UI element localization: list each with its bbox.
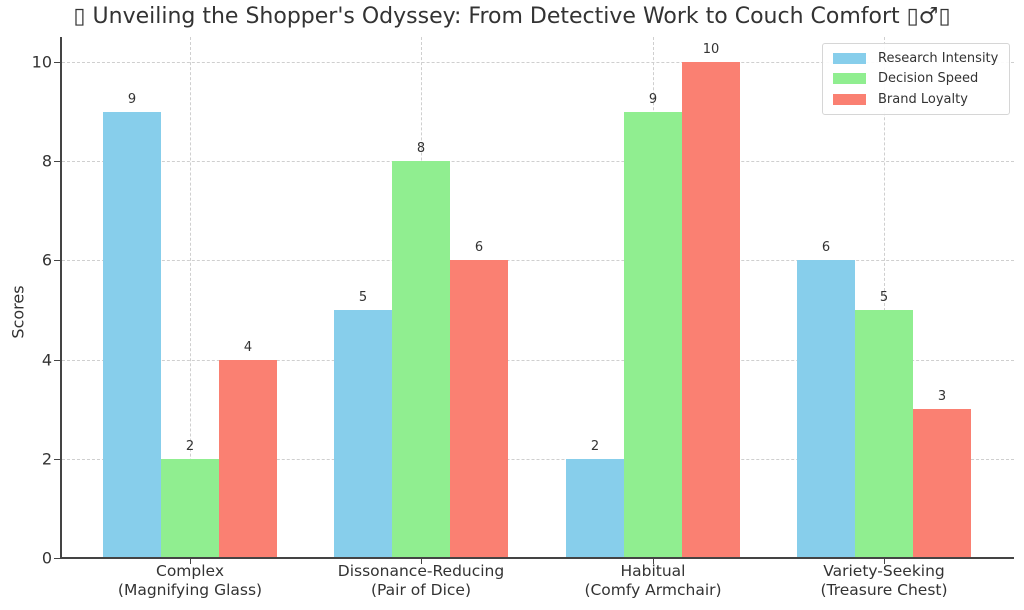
bar-decision-speed xyxy=(855,310,913,558)
bar-value-label: 5 xyxy=(358,290,368,305)
x-category-label: Variety-Seeking (Treasure Chest) xyxy=(764,562,1004,600)
bar-value-label: 10 xyxy=(702,42,720,57)
bar-brand-loyalty xyxy=(219,359,277,558)
bar-decision-speed xyxy=(624,111,682,558)
bar-value-label: 5 xyxy=(879,290,889,305)
bar-research-intensity xyxy=(334,310,392,558)
bar-research-intensity xyxy=(797,260,855,558)
y-tick-mark xyxy=(54,360,60,361)
x-tick-mark xyxy=(190,559,191,564)
y-tick-label: 10 xyxy=(31,52,52,72)
legend-label: Research Intensity xyxy=(878,50,999,66)
legend-label: Brand Loyalty xyxy=(878,91,968,107)
bar-research-intensity xyxy=(103,111,161,558)
category-subtitle: (Magnifying Glass) xyxy=(117,581,263,599)
category-name: Habitual xyxy=(620,562,686,580)
x-axis-line xyxy=(60,557,1014,559)
bar-brand-loyalty xyxy=(682,62,740,558)
category-name: Dissonance-Reducing xyxy=(337,562,505,580)
x-category-label: Complex (Magnifying Glass) xyxy=(70,562,310,600)
bar-value-label: 6 xyxy=(821,240,831,256)
bar-brand-loyalty xyxy=(450,260,508,558)
category-subtitle: (Treasure Chest) xyxy=(820,581,948,599)
h-gridline xyxy=(62,459,1014,460)
bar-value-label: 6 xyxy=(474,240,484,256)
category-name: Complex xyxy=(156,562,224,580)
bar-value-label: 8 xyxy=(416,141,426,157)
x-tick-mark xyxy=(421,559,422,564)
y-axis-title: Scores xyxy=(8,285,28,339)
x-category-label: Dissonance-Reducing (Pair of Dice) xyxy=(301,562,541,600)
legend-swatch-brand-loyalty xyxy=(833,93,866,105)
y-tick-label: 8 xyxy=(41,151,52,171)
y-tick-mark xyxy=(54,558,60,559)
category-subtitle: (Comfy Armchair) xyxy=(584,581,722,599)
bar-value-label: 2 xyxy=(590,438,600,454)
x-category-label: Habitual (Comfy Armchair) xyxy=(533,562,773,600)
v-gridline xyxy=(884,37,885,557)
chart-title: ▯ Unveiling the Shopper's Odyssey: From … xyxy=(73,4,951,29)
bar-value-label: 3 xyxy=(937,389,947,405)
v-gridline xyxy=(190,37,191,557)
category-subtitle: (Pair of Dice) xyxy=(370,581,472,599)
h-gridline xyxy=(62,62,1014,63)
y-tick-mark xyxy=(54,459,60,460)
y-tick-mark xyxy=(54,161,60,162)
bar-value-label: 9 xyxy=(127,91,137,107)
bar-decision-speed xyxy=(392,161,450,558)
bar-brand-loyalty xyxy=(913,409,971,558)
legend-item-brand-loyalty: Brand Loyalty xyxy=(833,89,968,109)
y-tick-mark xyxy=(54,62,60,63)
legend-item-decision-speed: Decision Speed xyxy=(833,68,978,88)
x-tick-mark xyxy=(884,559,885,564)
legend: Research Intensity Decision Speed Brand … xyxy=(822,43,1010,115)
bar-value-label: 4 xyxy=(243,339,253,355)
h-gridline xyxy=(62,161,1014,162)
legend-swatch-research-intensity xyxy=(833,52,866,64)
x-tick-mark xyxy=(653,559,654,564)
bar-decision-speed xyxy=(161,458,219,558)
y-tick-mark xyxy=(54,260,60,261)
legend-swatch-decision-speed xyxy=(833,72,866,84)
y-tick-label: 4 xyxy=(41,350,52,370)
h-gridline xyxy=(62,360,1014,361)
y-axis-line xyxy=(60,37,62,559)
legend-item-research-intensity: Research Intensity xyxy=(833,48,998,68)
y-tick-label: 2 xyxy=(41,449,52,469)
legend-label: Decision Speed xyxy=(878,70,979,86)
bar-value-label: 2 xyxy=(185,438,195,454)
h-gridline xyxy=(62,260,1014,261)
y-tick-label: 6 xyxy=(41,250,52,270)
bar-value-label: 9 xyxy=(648,91,658,107)
category-name: Variety-Seeking xyxy=(823,562,945,580)
y-tick-label: 0 xyxy=(41,548,52,568)
bar-research-intensity xyxy=(566,458,624,558)
